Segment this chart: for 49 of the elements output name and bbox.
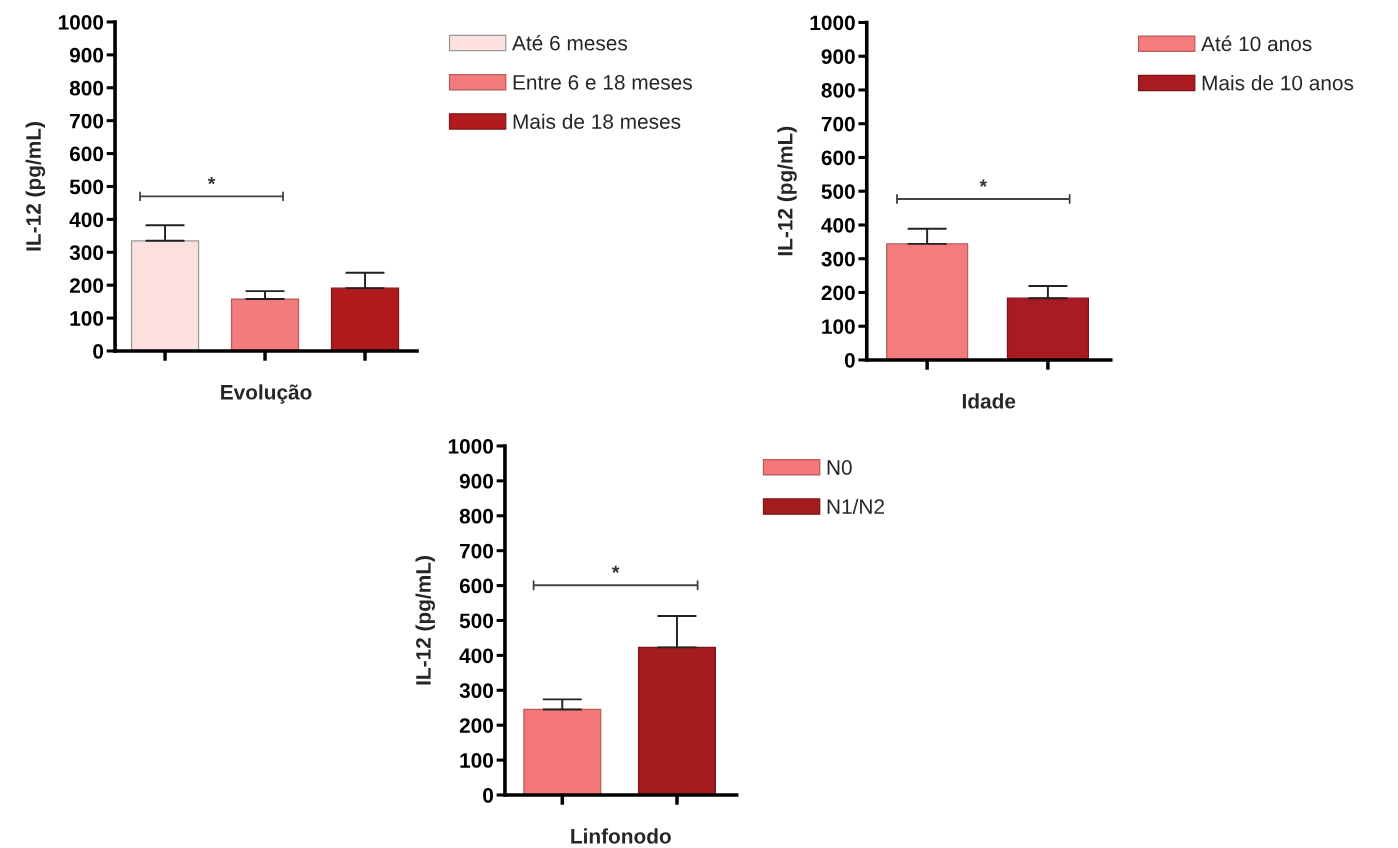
y-tick-label: 500 [69, 179, 104, 195]
y-tick-label: 1000 [448, 438, 493, 454]
y-tick-label: 400 [459, 648, 493, 664]
y-tick-label: 900 [69, 47, 104, 63]
legend-label: Mais de 10 anos [1202, 75, 1354, 91]
y-tick-label: 200 [69, 278, 104, 293]
x-axis-title: Linfonodo [571, 828, 671, 844]
y-tick-label: 700 [459, 543, 493, 559]
x-axis-title: Evolução [221, 384, 312, 404]
y-tick-label: 700 [821, 116, 855, 132]
y-tick-label: 700 [70, 113, 104, 129]
y-tick-label: 800 [821, 82, 855, 98]
y-tick-label: 900 [821, 49, 855, 64]
x-axis-title: Idade [962, 393, 1016, 409]
y-tick-label: 500 [821, 184, 855, 199]
legend-label: Mais de 18 meses [513, 113, 681, 129]
y-tick-label: 800 [69, 80, 104, 96]
y-tick-label: 300 [69, 245, 104, 261]
y-tick-label: 400 [69, 212, 104, 228]
y-tick-label: 100 [460, 753, 493, 768]
y-tick-label: 600 [459, 578, 493, 594]
y-axis-title: IL-12 (pg/mL) [25, 122, 46, 251]
y-tick-label: 100 [822, 319, 855, 334]
y-tick-label: 600 [821, 150, 855, 166]
y-tick-label: 200 [821, 285, 855, 301]
legend-label: N0 [827, 460, 852, 475]
annotation: * [611, 565, 620, 573]
y-tick-label: 1000 [810, 15, 855, 31]
legend-label: Até 10 anos [1201, 35, 1312, 52]
y-tick-label: 200 [459, 718, 493, 733]
y-tick-label: 400 [821, 217, 855, 233]
y-tick-label: 300 [459, 683, 493, 699]
y-axis-title: IL-12 (pg/mL) [777, 126, 797, 256]
y-tick-label: 100 [70, 311, 104, 326]
y-tick-label: 0 [844, 352, 855, 368]
y-tick-label: 0 [483, 788, 493, 803]
legend-label: Até 6 meses [512, 34, 628, 51]
legend-label: N1/N2 [827, 498, 884, 515]
y-tick-label: 900 [459, 473, 493, 489]
y-tick-label: 0 [93, 343, 104, 359]
y-tick-label: 1000 [58, 14, 104, 30]
legend-label: Entre 6 e 18 meses [513, 74, 692, 90]
y-tick-label: 500 [459, 613, 493, 629]
y-tick-label: 300 [821, 251, 855, 267]
y-axis-title: IL-12 (pg/mL) [415, 556, 436, 685]
annotation: * [979, 179, 988, 187]
y-tick-label: 800 [459, 508, 493, 524]
y-tick-label: 600 [69, 146, 104, 162]
annotation: * [207, 176, 216, 185]
